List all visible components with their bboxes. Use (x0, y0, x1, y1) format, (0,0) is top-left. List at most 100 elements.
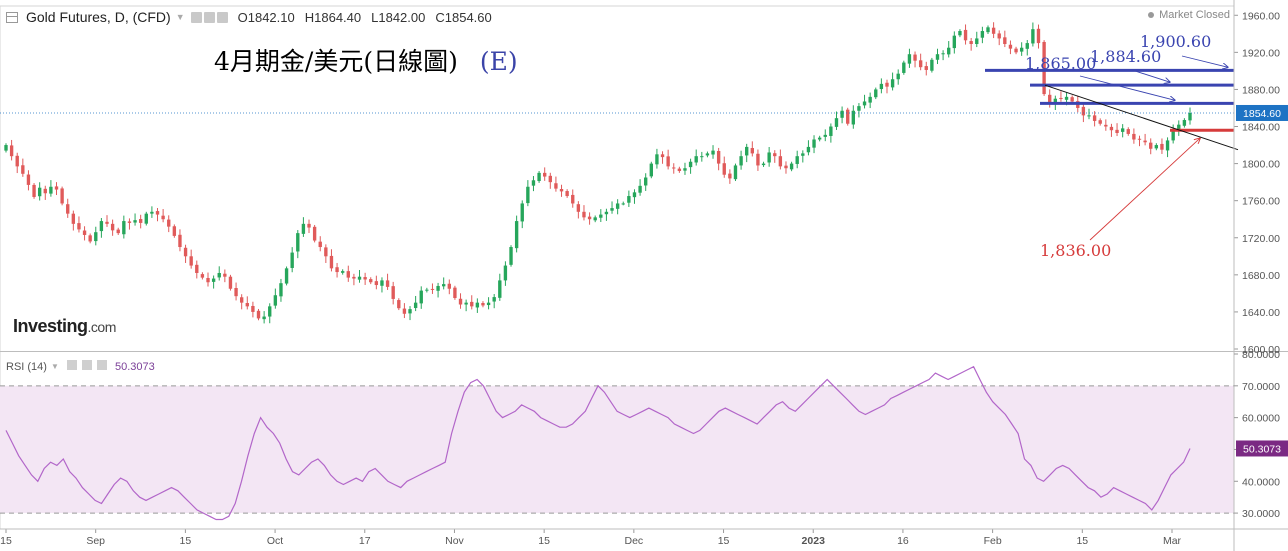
chart-header: Gold Futures, D, (CFD) ▼ O1842.10 H1864.… (6, 8, 502, 26)
candle-body (273, 295, 278, 306)
candle (750, 141, 754, 157)
candle (228, 274, 233, 291)
candle (1137, 135, 1142, 147)
symbol-title[interactable]: Gold Futures, D, (CFD) (26, 9, 171, 25)
close-icon[interactable] (216, 11, 228, 23)
candle-body (324, 247, 328, 257)
candle-body (21, 165, 25, 174)
candle-body (206, 277, 210, 283)
time-tick-label: 15 (538, 535, 550, 547)
candle (789, 161, 794, 172)
candle (1188, 107, 1192, 125)
candle-body (43, 188, 47, 194)
candle-body (694, 156, 698, 163)
candle-body (284, 268, 289, 284)
candle (318, 236, 322, 252)
candle (1014, 46, 1018, 55)
candle (161, 209, 165, 223)
candle (991, 22, 996, 39)
candle-body (144, 213, 148, 224)
candle-body (817, 137, 822, 140)
candle-body (1070, 97, 1074, 102)
trend-line (1044, 84, 1239, 151)
ohlc-close: C1854.60 (435, 9, 492, 25)
candle (363, 272, 367, 285)
rsi-close-icon[interactable] (97, 360, 108, 370)
candle (127, 218, 132, 230)
chevron-down-icon[interactable]: ▼ (175, 12, 185, 22)
candle (582, 205, 586, 221)
candle-body (1137, 138, 1142, 140)
rsi-tools (65, 360, 108, 373)
candle-body (1087, 115, 1091, 117)
candle (312, 224, 317, 243)
candle-body (15, 155, 19, 167)
candle-body (610, 208, 614, 211)
candle-body (1031, 29, 1035, 44)
candle-body (307, 223, 311, 228)
time-tick-label: Sep (86, 535, 105, 547)
price-tick-label: 1960.00 (1242, 10, 1280, 22)
candle-body (857, 106, 861, 111)
candle (290, 247, 294, 273)
candle (733, 163, 738, 182)
candle (1036, 24, 1041, 49)
price-level-label: 1,900.60 (1140, 32, 1211, 51)
candle (195, 260, 199, 279)
candle-body (980, 31, 985, 38)
candle-body (526, 186, 530, 204)
candle-body (256, 310, 261, 319)
candle (801, 150, 805, 163)
candle-body (99, 221, 104, 232)
rsi-label[interactable]: RSI (14) (6, 360, 47, 373)
candle (565, 189, 569, 198)
rsi-visibility-icon[interactable] (66, 360, 77, 370)
candle-body (464, 302, 468, 305)
candle (924, 61, 928, 76)
candle-body (211, 278, 216, 282)
candle-body (290, 252, 294, 268)
candle-body (761, 163, 766, 166)
candle-body (543, 172, 547, 177)
candle (167, 215, 171, 233)
candle-body (756, 153, 760, 166)
candle-body (773, 153, 777, 157)
candle-body (1048, 94, 1052, 104)
candle (49, 180, 53, 197)
candle (700, 151, 704, 162)
candle-body (565, 191, 569, 197)
candle (615, 199, 620, 215)
candle-body (155, 211, 160, 215)
candle (346, 265, 350, 282)
candle (211, 275, 216, 289)
candle-body (621, 203, 625, 205)
candle-body (301, 223, 306, 234)
candle-body (958, 31, 962, 36)
rsi-chevron-down-icon[interactable]: ▼ (50, 362, 59, 371)
settings-icon[interactable] (203, 11, 215, 23)
candle (464, 299, 468, 312)
candle (660, 151, 665, 164)
candle (958, 29, 962, 38)
candle (54, 182, 59, 196)
candle (486, 297, 491, 310)
candle (728, 169, 732, 184)
candle-body (1149, 142, 1153, 149)
candle (458, 293, 463, 309)
rsi-value-tag (1236, 440, 1288, 457)
candle (138, 214, 143, 229)
candle-body (638, 185, 642, 193)
symbol-toggle-icon[interactable] (6, 11, 18, 23)
candle (262, 311, 266, 324)
candle (245, 296, 249, 310)
rsi-settings-icon[interactable] (81, 360, 92, 370)
visibility-icon[interactable] (190, 11, 202, 23)
candle (447, 279, 451, 295)
candle-body (1177, 124, 1181, 131)
candle (380, 277, 384, 293)
candle (862, 94, 867, 109)
price-tick-label: 1680.00 (1242, 270, 1280, 282)
price-level-label: 1,836.00 (1040, 241, 1111, 260)
candle (705, 151, 710, 158)
